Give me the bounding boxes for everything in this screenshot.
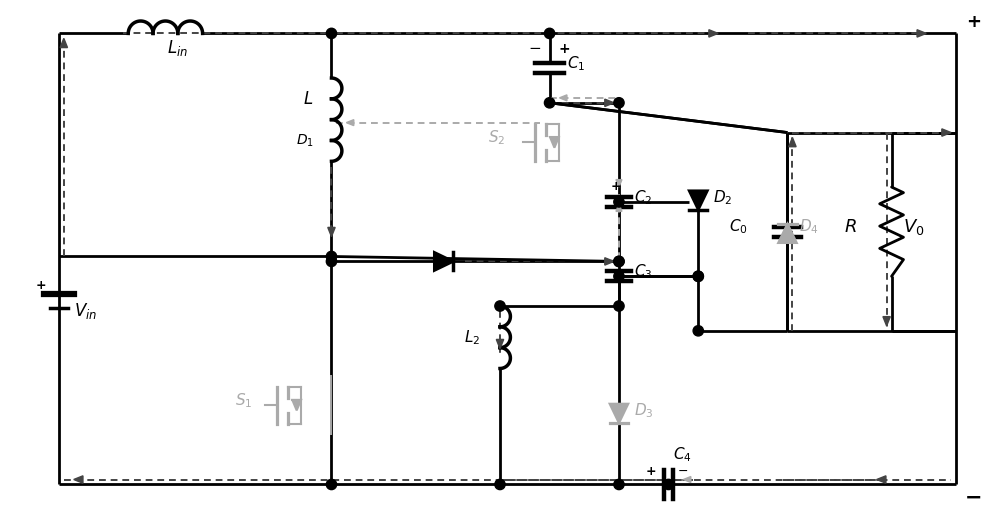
Polygon shape (683, 477, 691, 483)
Polygon shape (74, 476, 83, 483)
Text: −: − (528, 41, 541, 56)
Circle shape (693, 271, 703, 282)
Circle shape (495, 301, 505, 311)
Polygon shape (616, 204, 622, 211)
Polygon shape (778, 224, 797, 243)
Text: $S_2$: $S_2$ (488, 128, 505, 147)
Text: +: + (645, 465, 656, 478)
Text: $C_4$: $C_4$ (673, 446, 692, 464)
Polygon shape (434, 252, 453, 270)
Polygon shape (883, 317, 890, 326)
Text: $D_3$: $D_3$ (634, 401, 653, 420)
Text: −: − (678, 465, 689, 478)
Text: +: + (966, 13, 981, 31)
Polygon shape (605, 258, 614, 265)
Polygon shape (605, 99, 614, 107)
Text: −: − (965, 487, 983, 507)
Polygon shape (789, 137, 796, 147)
Text: +: + (559, 42, 570, 56)
Circle shape (614, 479, 624, 489)
Polygon shape (60, 38, 68, 48)
Polygon shape (328, 227, 335, 236)
Polygon shape (917, 30, 926, 37)
Polygon shape (689, 191, 707, 210)
Polygon shape (616, 180, 622, 187)
Polygon shape (877, 476, 886, 483)
Text: $D_4$: $D_4$ (799, 218, 819, 236)
Text: +: + (611, 180, 621, 193)
Text: $C_2$: $C_2$ (634, 188, 652, 207)
Polygon shape (559, 95, 567, 101)
Circle shape (614, 256, 624, 267)
Circle shape (544, 97, 555, 108)
Circle shape (614, 97, 624, 108)
Text: $C_3$: $C_3$ (634, 262, 652, 281)
Text: $D_1$: $D_1$ (296, 132, 314, 149)
Circle shape (495, 479, 505, 489)
Circle shape (693, 326, 703, 336)
Circle shape (693, 271, 703, 282)
Text: $L_2$: $L_2$ (464, 328, 480, 347)
Text: $S_1$: $S_1$ (235, 391, 252, 410)
Text: $L$: $L$ (303, 90, 314, 108)
Circle shape (663, 479, 674, 489)
Circle shape (326, 28, 337, 38)
Text: $R$: $R$ (844, 218, 857, 235)
Polygon shape (709, 30, 718, 37)
Text: $C_0$: $C_0$ (729, 218, 748, 236)
Text: $L_{in}$: $L_{in}$ (167, 38, 188, 58)
Text: $C_1$: $C_1$ (567, 54, 586, 73)
Circle shape (326, 479, 337, 489)
Circle shape (614, 301, 624, 311)
Text: $V_{in}$: $V_{in}$ (74, 301, 97, 321)
Text: +: + (36, 279, 46, 292)
Polygon shape (346, 120, 354, 126)
Circle shape (614, 271, 624, 282)
Polygon shape (610, 404, 628, 423)
Circle shape (326, 256, 337, 267)
Polygon shape (942, 129, 951, 136)
Circle shape (614, 256, 624, 267)
Circle shape (614, 197, 624, 207)
Polygon shape (292, 400, 301, 410)
Circle shape (326, 251, 337, 262)
Text: $D_2$: $D_2$ (713, 188, 733, 207)
Circle shape (544, 28, 555, 38)
Polygon shape (496, 340, 504, 349)
Text: $V_0$: $V_0$ (903, 216, 925, 236)
Polygon shape (550, 137, 559, 148)
